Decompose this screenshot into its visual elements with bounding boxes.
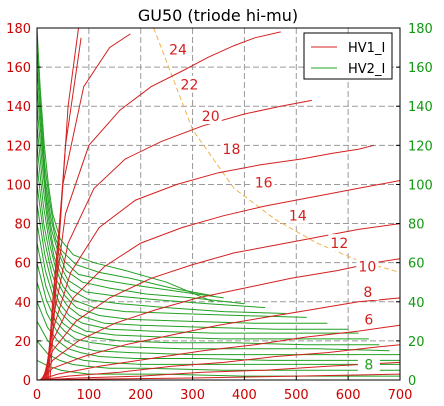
curve-label-bg [328, 234, 351, 252]
curve-label-bg [356, 283, 379, 300]
legend-label-hv1: HV1_I [348, 41, 385, 56]
y-tick-label: 180 [6, 22, 31, 37]
x-tick-label: 600 [336, 388, 361, 403]
curve-label-1: 22 [181, 78, 199, 94]
y2-tick-label: 180 [408, 22, 433, 37]
plot-frame [36, 27, 401, 381]
y-tick-label: 140 [6, 100, 31, 115]
x-tick-label: 300 [180, 388, 205, 403]
curve-label-bg [356, 257, 379, 275]
hv2-curve-6 [36, 145, 307, 318]
hv1-curve-6 [42, 180, 401, 381]
hv2-curve-0 [36, 27, 214, 303]
x-tick-label: 400 [232, 388, 257, 403]
hv1-curve-10 [39, 324, 401, 381]
chart-title: GU50 (triode hi-mu) [138, 6, 298, 25]
curve-label-3: 18 [223, 142, 241, 158]
y2-tick-label: 120 [408, 139, 433, 154]
hv1-curve-3 [45, 31, 281, 381]
legend: HV1_I HV2_I [303, 32, 393, 80]
curve-label-bg [167, 40, 190, 58]
y2-tick-label: 160 [408, 61, 433, 76]
y2-tick-label: 0 [408, 374, 416, 389]
curve-label-bg [286, 206, 309, 224]
y2-tick-label: 80 [408, 218, 425, 233]
curve-label-0: 24 [169, 43, 187, 59]
hv1-curve-8 [40, 258, 401, 381]
y-tick-label: 160 [6, 61, 31, 76]
y2-tick-label: 140 [408, 100, 433, 115]
curve-label-2: 20 [202, 109, 220, 125]
legend-box [303, 32, 393, 80]
hv1-curve-9 [39, 297, 401, 381]
y2-tick-label: 60 [408, 257, 425, 272]
curve-label-bg [178, 75, 201, 93]
y-tick-label: 60 [14, 257, 31, 272]
hv1-curve-11 [39, 344, 401, 381]
y-tick-label: 120 [6, 139, 31, 154]
axis-ticks: 0 100 200 300 400 500 600 700020406080100120140… [6, 22, 433, 403]
hv2-curve-10 [36, 223, 369, 340]
curve-label-5: 14 [289, 209, 307, 225]
x-tick-label: 500 [284, 388, 309, 403]
y-tick-label: 20 [14, 335, 31, 350]
hv1-curve-5 [43, 144, 375, 381]
curve-label-7: 10 [358, 260, 376, 276]
curve-label-bg [357, 355, 380, 373]
curve-label-8: 8 [363, 285, 372, 301]
hv1-curve-12 [38, 361, 401, 381]
hv2-curve-2 [36, 67, 224, 299]
x-tick-label: 200 [128, 388, 153, 403]
y-tick-label: 100 [6, 178, 31, 193]
curve-label-9: 6 [364, 312, 373, 328]
curve-label-bg [357, 310, 380, 328]
hv2-curve-9 [36, 203, 359, 334]
hv2-curve-8 [36, 184, 349, 330]
hv2-curve-7 [36, 164, 328, 324]
hv2-curve-11 [36, 242, 380, 346]
curve-label-10: 8 [364, 357, 373, 373]
y2-tick-label: 20 [408, 335, 425, 350]
x-tick-label: 100 [76, 388, 101, 403]
hv2-curve-5 [36, 125, 286, 314]
legend-label-hv2: HV2_I [348, 62, 385, 77]
y2-tick-label: 40 [408, 296, 425, 311]
hv2-curve-3 [36, 86, 245, 305]
y2-tick-label: 100 [408, 178, 433, 193]
curve-label-bg [252, 173, 275, 191]
curve-label-bg [199, 107, 222, 124]
curve-label-4: 16 [255, 175, 273, 191]
x-tick-label: 0 [33, 388, 41, 403]
hv1-curve-2 [46, 33, 131, 381]
y-tick-label: 0 [23, 374, 31, 389]
x-tick-label: 700 [388, 388, 413, 403]
hv1-curve-4 [44, 99, 312, 381]
y-tick-label: 80 [14, 218, 31, 233]
y-tick-label: 40 [14, 296, 31, 311]
curve-label-bg [220, 140, 243, 158]
hv2-curve-16 [36, 340, 400, 371]
curve-label-6: 12 [330, 236, 348, 252]
